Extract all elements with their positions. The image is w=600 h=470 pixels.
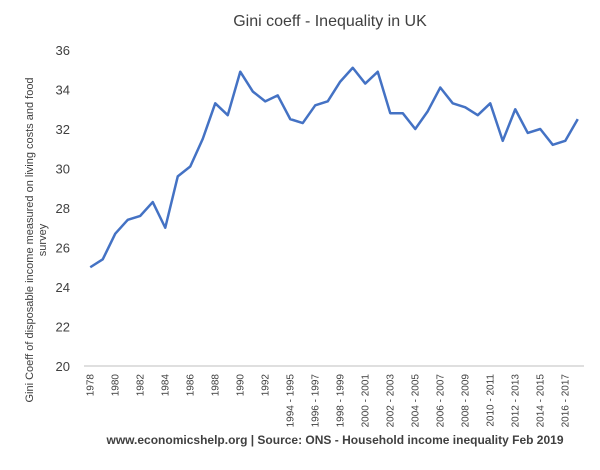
x-tick-label: 2014 - 2015 xyxy=(535,374,546,428)
y-tick-label: 28 xyxy=(56,201,70,216)
y-tick-label: 36 xyxy=(56,43,70,58)
y-tick-label: 20 xyxy=(56,359,70,374)
chart-title: Gini coeff - Inequality in UK xyxy=(233,13,427,30)
x-tick-label: 1992 xyxy=(260,374,271,397)
x-tick-label: 1998 - 1999 xyxy=(335,374,346,428)
y-tick-label: 22 xyxy=(56,320,70,335)
footer: www.economicshelp.org | Source: ONS - Ho… xyxy=(105,433,563,447)
x-tick-label: 2016 - 2017 xyxy=(560,374,571,428)
x-tick-label: 1984 xyxy=(160,374,171,397)
x-tick-label: 1994 - 1995 xyxy=(285,374,296,428)
x-tick-label: 1996 - 1997 xyxy=(310,374,321,428)
y-tick-label: 24 xyxy=(56,280,70,295)
y-tick-label: 30 xyxy=(56,162,70,177)
x-tick-label: 2012 - 2013 xyxy=(510,374,521,428)
x-tick-label: 1978 xyxy=(85,374,96,397)
x-tick-label: 2006 - 2007 xyxy=(435,374,446,428)
y-axis-label: Gini Coeff of disposable income measured… xyxy=(24,77,36,402)
y-tick-label: 26 xyxy=(56,241,70,256)
x-tick-label: 1982 xyxy=(135,374,146,397)
x-tick-label: 2008 - 2009 xyxy=(460,374,471,428)
y-axis-label: survey xyxy=(37,223,49,256)
x-tick-label: 2004 - 2005 xyxy=(410,374,421,428)
x-tick-label: 1986 xyxy=(185,374,196,397)
line-series xyxy=(89,66,579,269)
x-tick-label: 1988 xyxy=(210,374,221,397)
x-tick-label: 2000 - 2001 xyxy=(360,374,371,428)
y-tick-label: 34 xyxy=(56,83,70,98)
x-tick-label: 2002 - 2003 xyxy=(385,374,396,428)
x-tick-label: 2010 - 2011 xyxy=(485,374,496,427)
y-tick-label: 32 xyxy=(56,122,70,137)
x-tick-label: 1980 xyxy=(110,374,121,397)
x-tick-label: 1990 xyxy=(235,374,246,397)
